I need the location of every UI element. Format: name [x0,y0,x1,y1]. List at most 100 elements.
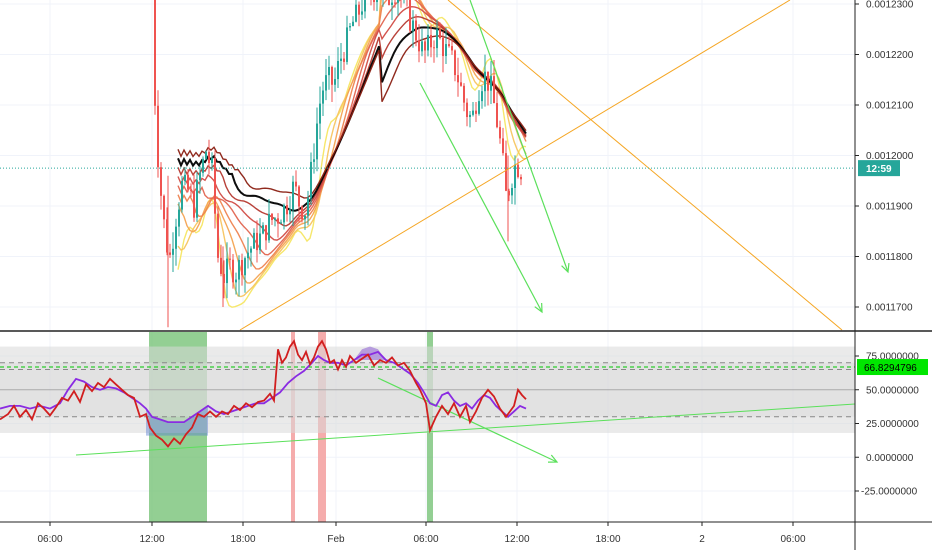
candle-body-57 [322,90,324,104]
candle-body-80 [391,2,393,5]
candle-body-60 [331,66,333,85]
candle-body-82 [397,0,399,3]
candle-body-71 [364,0,366,12]
candle-body-61 [334,79,336,85]
candle-body-121 [514,164,516,189]
oscillator-band [0,346,855,433]
arrow-down-2-shaft [469,0,569,273]
candle-body-98 [445,44,447,57]
price-tick-label-6: 0.0011700 [866,303,913,314]
candle-body-29 [238,260,240,280]
candle-body-37 [262,225,264,234]
x-tick-label-8: 06:00 [780,534,805,545]
candle-body-117 [502,138,504,154]
trendlines [239,0,843,331]
candle-body-22 [217,213,219,258]
candle-body-31 [244,258,246,276]
candle-body-109 [478,101,480,114]
candle-body-43 [280,222,282,224]
candle-body-8 [175,226,177,249]
candle-body-1 [154,0,156,106]
candle-body-95 [436,29,438,49]
arrow-osc-down-head [547,454,559,463]
last-price-tag-bg [858,160,900,177]
x-tick-label-0: 06:00 [37,534,62,545]
osc-current-value-bg [857,359,928,376]
candle-body-123 [520,177,522,180]
osc-tick-label-3: 0.0000000 [866,453,914,464]
candle-body-69 [358,4,360,15]
candle-body-25 [226,258,228,284]
candle-body-59 [328,66,330,76]
osc-support-line [75,403,856,456]
candle-body-114 [493,76,495,104]
candle-body-14 [193,190,195,218]
candle-body-89 [418,40,420,52]
candle-body-28 [235,279,237,283]
candle-body-34 [253,232,255,249]
candles [154,0,522,328]
candle-body-11 [184,174,186,182]
arrows [75,0,856,463]
candle-body-90 [421,41,423,52]
arrow-osc-down-shaft [377,377,558,463]
candle-body-35 [256,232,258,251]
x-tick-label-1: 12:00 [139,534,164,545]
candle-body-63 [340,58,342,62]
x-tick-label-4: 06:00 [413,534,438,545]
candle-body-27 [232,259,234,283]
candle-body-75 [376,0,378,3]
candle-body-32 [247,252,249,259]
price-tick-label-4: 0.0011900 [866,202,913,213]
candle-body-92 [427,34,429,51]
candle-body-33 [250,248,252,253]
candle-body-7 [172,248,174,255]
osc-tick-label-4: -25.0000000 [861,487,918,498]
price-grid [0,0,855,330]
candle-body-41 [274,218,276,221]
candle-body-52 [307,197,309,216]
oscillator-lines [0,339,527,448]
candle-body-62 [337,61,339,80]
candle-body-56 [319,103,321,124]
price-tick-label-1: 0.0012200 [866,50,914,61]
x-tick-label-6: 18:00 [595,534,620,545]
candle-body-19 [208,151,210,163]
moving-average-5 [177,5,527,241]
candle-body-45 [286,205,288,215]
candle-body-49 [298,186,300,207]
candle-body-86 [409,0,411,31]
candle-body-74 [373,0,375,3]
candle-body-65 [346,27,348,62]
arrow-down-1-head [534,302,543,314]
candle-body-46 [289,209,291,215]
candle-body-91 [424,41,426,51]
x-tick-label-3: Feb [327,534,345,545]
candle-body-54 [313,159,315,162]
labels: 0.0012300 0.0012200 0.0012100 0.0012000 0.00… [0,0,928,545]
moving-average-6 [177,15,527,227]
candle-body-112 [487,71,489,91]
price-tick-label-2: 0.0012100 [866,101,914,112]
candle-body-24 [223,273,225,284]
candle-body-39 [268,213,270,241]
candle-body-58 [325,75,327,91]
candle-body-23 [220,257,222,274]
candle-body-118 [505,153,507,191]
candle-body-9 [178,209,180,227]
candle-body-48 [295,181,297,187]
candle-body-108 [475,110,477,114]
moving-average-2 [177,0,527,284]
candle-body-67 [352,21,354,27]
trendline-descending [447,0,843,331]
moving-average-4 [177,0,527,256]
candle-body-18 [205,151,207,159]
candle-body-111 [484,71,486,92]
last-price-tag-label: 12:59 [866,164,892,175]
osc-current-value-label: 66.8294796 [864,363,917,374]
arrow-down-1-shaft [419,82,543,313]
candle-body-66 [349,26,351,28]
